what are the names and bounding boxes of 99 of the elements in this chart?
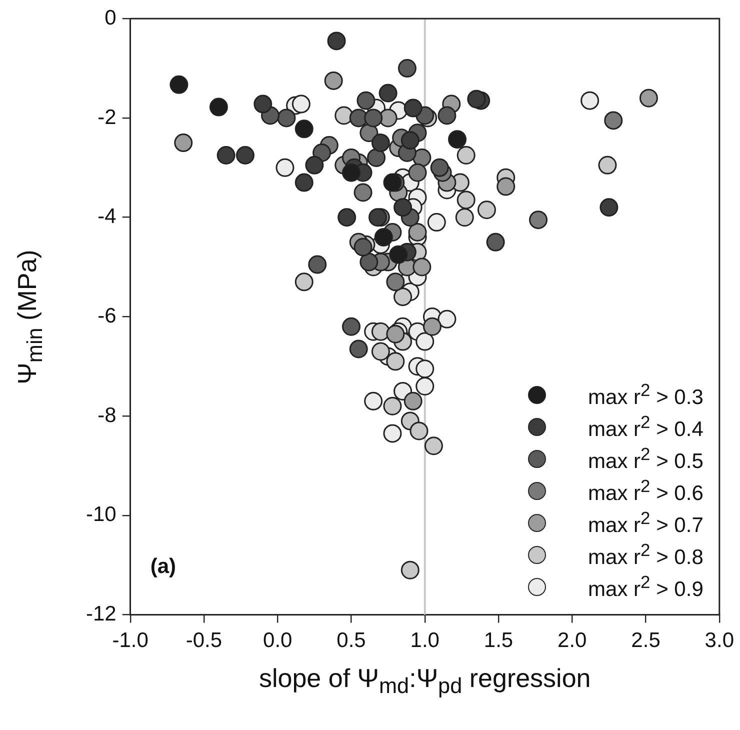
legend-label: max r$^{2}$ > 0.5 bbox=[588, 444, 704, 474]
point bbox=[404, 392, 422, 410]
point bbox=[294, 173, 314, 192]
y-tick-label: -10 bbox=[86, 503, 116, 526]
annotation: (a) bbox=[150, 554, 176, 579]
point bbox=[308, 255, 327, 274]
point bbox=[600, 198, 618, 217]
x-tick-label: 0.0 bbox=[263, 629, 292, 652]
y-tick-label: -8 bbox=[98, 404, 116, 427]
point bbox=[367, 148, 386, 167]
point bbox=[371, 342, 390, 361]
point bbox=[371, 322, 390, 341]
point bbox=[400, 560, 420, 580]
point bbox=[364, 108, 383, 128]
point bbox=[398, 59, 416, 78]
point bbox=[394, 198, 412, 217]
legend-label: max r$^{2}$ > 0.3 bbox=[588, 380, 704, 410]
point bbox=[378, 84, 398, 102]
point bbox=[327, 32, 346, 50]
point bbox=[360, 252, 378, 272]
point bbox=[412, 258, 432, 276]
point bbox=[448, 130, 467, 149]
point bbox=[342, 317, 360, 336]
point bbox=[438, 106, 456, 125]
point bbox=[294, 272, 314, 292]
point bbox=[383, 173, 402, 192]
point bbox=[416, 332, 434, 351]
y-tick-label: -12 bbox=[86, 602, 116, 626]
point bbox=[427, 213, 446, 232]
point bbox=[209, 98, 228, 116]
point bbox=[455, 208, 474, 227]
point bbox=[349, 340, 368, 358]
point bbox=[292, 94, 310, 114]
x-tick-label: 2.5 bbox=[631, 629, 660, 652]
point bbox=[416, 360, 434, 378]
point bbox=[356, 91, 376, 110]
point bbox=[389, 245, 408, 264]
y-tick-label: 0 bbox=[104, 6, 116, 30]
point bbox=[598, 156, 617, 174]
point bbox=[529, 210, 548, 230]
legend-label: max r$^{2}$ > 0.6 bbox=[588, 476, 704, 506]
point bbox=[342, 163, 360, 182]
x-tick-label: 1.0 bbox=[410, 629, 440, 652]
point bbox=[404, 98, 422, 118]
point bbox=[383, 424, 402, 443]
point bbox=[639, 88, 658, 108]
point bbox=[400, 131, 420, 150]
point bbox=[277, 108, 296, 128]
point bbox=[383, 396, 402, 416]
point bbox=[294, 120, 314, 138]
x-tick-label: 2.0 bbox=[558, 629, 587, 652]
point bbox=[334, 106, 354, 125]
point bbox=[216, 146, 236, 164]
point bbox=[410, 422, 428, 440]
point bbox=[394, 288, 412, 306]
x-axis-title: slope of Ψ$_{md}$:Ψ$_{pd}$ regression bbox=[258, 662, 591, 699]
point bbox=[324, 71, 343, 90]
point bbox=[604, 111, 623, 130]
x-tick-label: 0.5 bbox=[336, 629, 366, 652]
point bbox=[354, 238, 372, 256]
legend-label: max r$^{2}$ > 0.7 bbox=[588, 508, 704, 538]
point bbox=[174, 134, 193, 152]
point bbox=[580, 91, 600, 110]
point bbox=[408, 163, 427, 182]
x-tick-label: 3.0 bbox=[704, 629, 734, 652]
point bbox=[424, 436, 443, 456]
point bbox=[386, 352, 405, 371]
point bbox=[496, 177, 516, 196]
point bbox=[338, 208, 356, 227]
point bbox=[170, 75, 188, 94]
point bbox=[364, 392, 383, 410]
point bbox=[371, 134, 390, 152]
point bbox=[254, 94, 272, 114]
point bbox=[422, 317, 442, 336]
x-tick-label: -1.0 bbox=[112, 629, 148, 652]
point bbox=[276, 158, 294, 177]
point bbox=[467, 90, 486, 108]
point bbox=[456, 146, 476, 164]
point bbox=[486, 232, 505, 252]
x-tick-label: -0.5 bbox=[186, 629, 222, 652]
point bbox=[430, 158, 449, 177]
point bbox=[305, 156, 324, 174]
y-tick-label: -2 bbox=[98, 106, 116, 129]
point bbox=[438, 310, 456, 328]
point bbox=[386, 272, 405, 292]
point bbox=[354, 183, 372, 202]
point bbox=[386, 324, 405, 344]
point bbox=[456, 190, 476, 210]
point bbox=[374, 228, 393, 246]
legend-label: max r$^{2}$ > 0.9 bbox=[588, 572, 704, 602]
point bbox=[408, 222, 427, 242]
y-tick-label: -4 bbox=[98, 205, 117, 228]
legend-label: max r$^{2}$ > 0.8 bbox=[588, 540, 704, 570]
point bbox=[236, 146, 254, 164]
legend-label: max r$^{2}$ > 0.4 bbox=[588, 412, 704, 442]
point bbox=[477, 200, 496, 220]
y-tick-label: -6 bbox=[98, 304, 116, 328]
point bbox=[416, 377, 434, 396]
x-tick-label: 1.5 bbox=[484, 629, 514, 652]
